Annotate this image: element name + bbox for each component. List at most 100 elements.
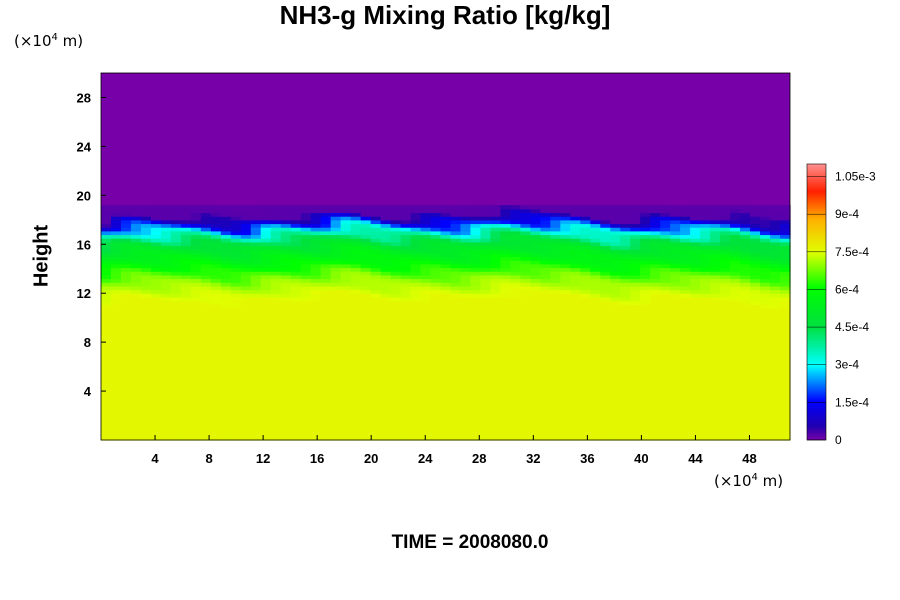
field-cell bbox=[660, 428, 671, 434]
field-cell bbox=[350, 421, 362, 426]
field-cell bbox=[640, 326, 651, 331]
field-cell bbox=[490, 293, 502, 298]
field-cell bbox=[420, 421, 432, 426]
field-cell bbox=[600, 340, 611, 346]
field-cell bbox=[260, 370, 272, 375]
field-cell bbox=[710, 348, 721, 353]
field-cell bbox=[220, 355, 232, 360]
field-cell bbox=[710, 241, 721, 247]
field-cell bbox=[570, 293, 581, 298]
field-cell bbox=[340, 366, 352, 371]
field-cell bbox=[710, 219, 721, 225]
field-cell bbox=[570, 362, 581, 368]
field-cell bbox=[400, 223, 412, 228]
field-cell bbox=[130, 311, 142, 316]
field-cell bbox=[740, 384, 751, 390]
field-cell bbox=[650, 381, 661, 386]
field-cell bbox=[200, 274, 212, 280]
field-cell bbox=[640, 403, 651, 408]
field-cell bbox=[390, 307, 402, 313]
field-cell bbox=[310, 282, 322, 287]
field-cell bbox=[440, 289, 452, 294]
field-cell bbox=[120, 329, 132, 335]
field-cell bbox=[540, 362, 551, 368]
field-cell bbox=[410, 238, 422, 243]
field-cell bbox=[410, 432, 422, 437]
field-cell bbox=[680, 249, 691, 254]
field-cell bbox=[210, 392, 222, 397]
field-cell bbox=[310, 333, 322, 338]
field-cell bbox=[770, 267, 781, 272]
field-cell bbox=[430, 282, 442, 287]
field-cell bbox=[610, 249, 621, 254]
field-cell bbox=[140, 223, 152, 228]
field-cell bbox=[650, 241, 661, 247]
field-cell bbox=[340, 216, 352, 221]
field-cell bbox=[390, 205, 402, 210]
field-cell bbox=[380, 282, 392, 287]
field-cell bbox=[310, 370, 322, 375]
field-cell bbox=[470, 304, 482, 309]
colorbar-tick-label: 1.5e-4 bbox=[835, 395, 869, 409]
field-cell bbox=[230, 399, 242, 404]
field-cell bbox=[130, 425, 142, 430]
field-cell bbox=[270, 340, 282, 346]
field-cell bbox=[500, 300, 512, 305]
field-cell bbox=[410, 428, 422, 434]
field-cell bbox=[290, 241, 302, 247]
field-cell bbox=[500, 436, 512, 441]
field-cell bbox=[710, 216, 721, 221]
field-cell bbox=[310, 417, 322, 423]
field-cell bbox=[780, 344, 791, 349]
field-cell bbox=[760, 267, 771, 272]
field-cell bbox=[280, 230, 292, 236]
field-cell bbox=[330, 436, 342, 441]
field-cell bbox=[130, 351, 142, 357]
field-cell bbox=[630, 252, 641, 258]
field-cell bbox=[730, 307, 741, 313]
field-cell bbox=[620, 417, 631, 423]
field-cell bbox=[750, 289, 761, 294]
field-cell bbox=[260, 337, 272, 342]
field-cell bbox=[760, 307, 771, 313]
field-cell bbox=[470, 333, 482, 338]
field-cell bbox=[460, 219, 472, 225]
field-cell bbox=[150, 417, 162, 423]
field-cell bbox=[460, 256, 472, 261]
field-cell bbox=[290, 410, 302, 415]
field-cell bbox=[160, 417, 172, 423]
field-cell bbox=[560, 293, 571, 298]
field-cell bbox=[460, 359, 472, 364]
field-cell bbox=[420, 227, 432, 232]
field-cell bbox=[780, 381, 791, 386]
field-cell bbox=[101, 399, 112, 404]
field-cell bbox=[710, 333, 721, 338]
field-cell bbox=[600, 425, 611, 430]
field-cell bbox=[470, 377, 482, 382]
field-cell bbox=[370, 326, 382, 331]
field-cell bbox=[320, 300, 332, 305]
field-cell bbox=[240, 329, 252, 335]
field-cell bbox=[300, 315, 312, 320]
field-cell bbox=[370, 285, 382, 291]
field-cell bbox=[380, 425, 392, 430]
field-cell bbox=[630, 348, 641, 353]
field-cell bbox=[260, 263, 272, 269]
field-cell bbox=[400, 256, 412, 261]
field-cell bbox=[690, 267, 701, 272]
field-cell bbox=[130, 355, 142, 360]
field-cell bbox=[730, 362, 741, 368]
field-cell bbox=[680, 421, 691, 426]
field-cell bbox=[130, 300, 142, 305]
field-cell bbox=[200, 410, 212, 415]
field-cell bbox=[540, 410, 551, 415]
field-cell bbox=[540, 392, 551, 397]
field-cell bbox=[660, 267, 671, 272]
field-cell bbox=[190, 245, 202, 250]
field-cell bbox=[510, 421, 521, 426]
field-cell bbox=[110, 293, 122, 298]
field-cell bbox=[710, 373, 721, 379]
field-cell bbox=[550, 348, 561, 353]
field-cell bbox=[640, 271, 651, 276]
field-cell bbox=[370, 384, 382, 390]
